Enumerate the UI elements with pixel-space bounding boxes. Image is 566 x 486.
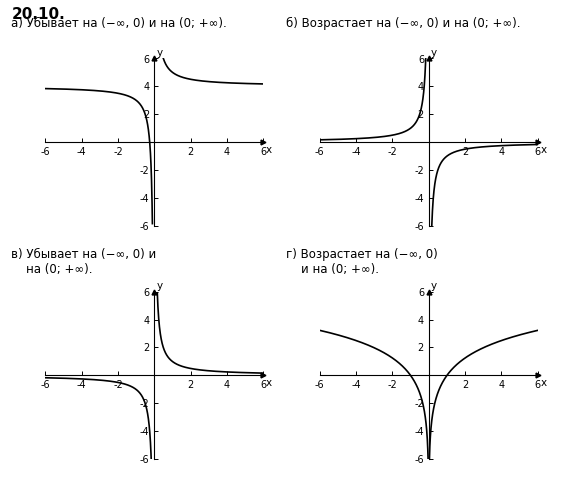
Text: в) Убывает на (−∞, 0) и
    на (0; +∞).: в) Убывает на (−∞, 0) и на (0; +∞). xyxy=(11,248,157,276)
Text: г) Возрастает на (−∞, 0)
    и на (0; +∞).: г) Возрастает на (−∞, 0) и на (0; +∞). xyxy=(286,248,438,276)
Text: y: y xyxy=(431,48,438,58)
Text: x: x xyxy=(266,145,272,155)
Text: 6: 6 xyxy=(418,288,424,298)
Text: y: y xyxy=(157,281,163,291)
Text: x: x xyxy=(541,378,547,388)
Text: x: x xyxy=(541,145,547,155)
Text: y: y xyxy=(431,281,438,291)
Text: x: x xyxy=(266,378,272,388)
Text: 6: 6 xyxy=(418,55,424,65)
Text: 20.10.: 20.10. xyxy=(11,7,65,22)
Text: 6: 6 xyxy=(144,55,149,65)
Text: 6: 6 xyxy=(144,288,149,298)
Text: а) Убывает на (−∞, 0) и на (0; +∞).: а) Убывает на (−∞, 0) и на (0; +∞). xyxy=(11,17,227,30)
Text: б) Возрастает на (−∞, 0) и на (0; +∞).: б) Возрастает на (−∞, 0) и на (0; +∞). xyxy=(286,17,520,30)
Text: y: y xyxy=(157,48,163,58)
